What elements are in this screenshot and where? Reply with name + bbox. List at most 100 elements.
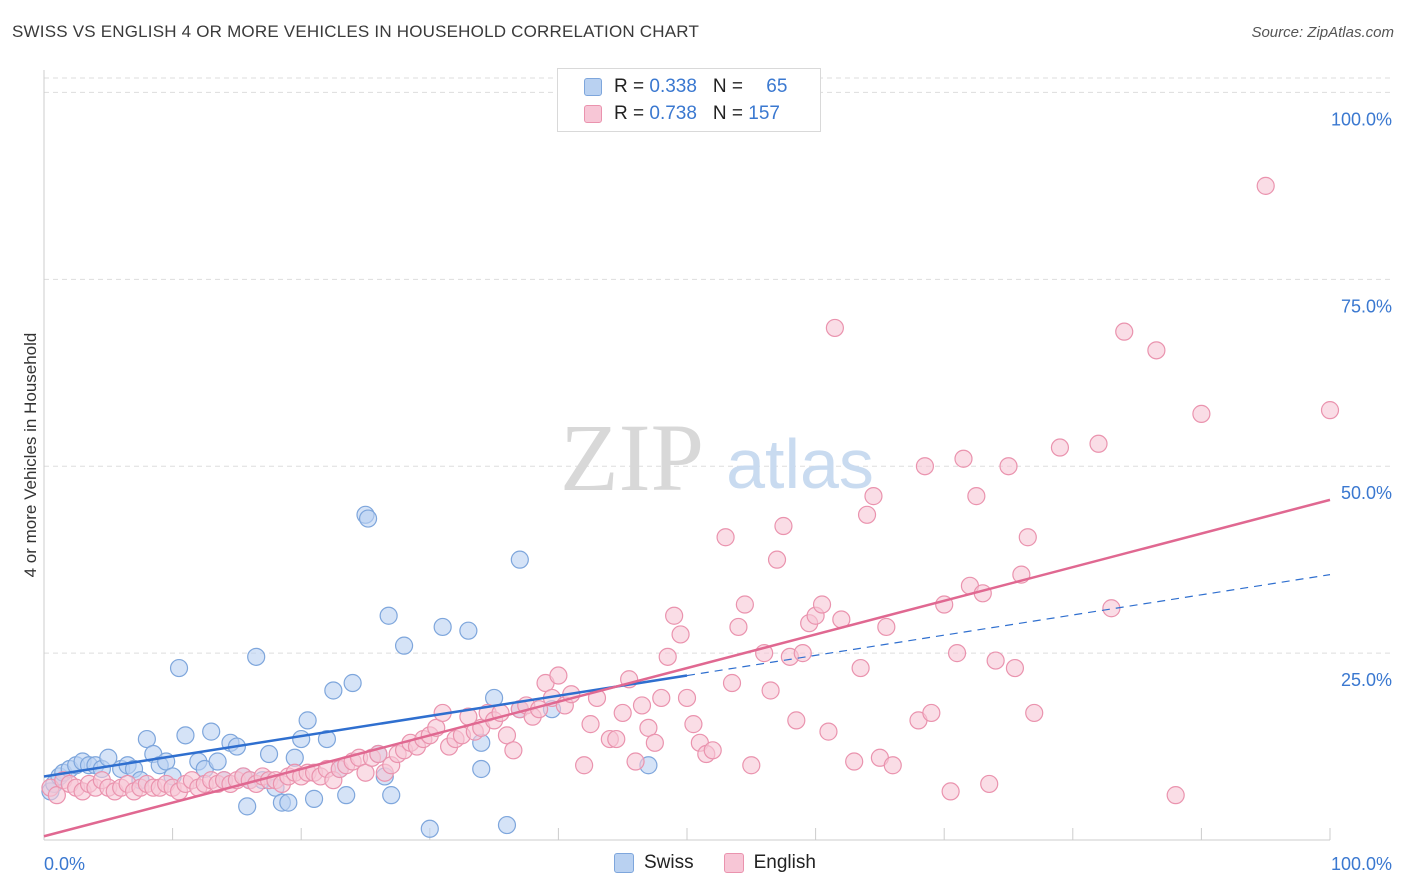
- english-point: [677, 688, 697, 708]
- english-point: [877, 617, 896, 637]
- english-point: [999, 457, 1018, 476]
- english-point: [716, 528, 735, 547]
- english-r-value: 0.738: [649, 103, 697, 124]
- swiss-point: [259, 744, 279, 764]
- swiss-point: [472, 759, 491, 779]
- english-point: [883, 756, 902, 775]
- english-point: [1166, 786, 1185, 805]
- y-tick-label: 75.0%: [1341, 296, 1392, 316]
- english-point: [639, 718, 658, 737]
- swiss-point: [317, 729, 337, 749]
- series-legend: Swiss English: [614, 852, 846, 874]
- english-point: [787, 711, 806, 730]
- english-point: [761, 681, 780, 700]
- english-point: [967, 487, 986, 506]
- english-point: [1256, 176, 1275, 195]
- english-point: [645, 733, 664, 752]
- watermark-atlas: atlas: [726, 425, 874, 503]
- english-point: [703, 741, 722, 760]
- english-n-value: 157: [748, 103, 780, 124]
- swiss-point: [169, 658, 189, 678]
- swiss-trend-line: [43, 674, 688, 778]
- swiss-point: [324, 681, 343, 700]
- english-point: [980, 774, 999, 794]
- swiss-point: [298, 711, 317, 730]
- english-n-label: N =: [712, 103, 749, 124]
- swiss-point: [358, 509, 378, 528]
- chart-title: SWISS VS ENGLISH 4 OR MORE VEHICLES IN H…: [12, 22, 700, 41]
- english-point: [986, 651, 1005, 670]
- english-points: [41, 176, 1340, 805]
- axis-labels: 25.0% 50.0% 75.0% 100.0% 0.0% 100.0% 4 or more…: [21, 109, 1392, 874]
- english-point: [1147, 341, 1166, 360]
- english-point: [774, 516, 793, 536]
- swiss-point: [202, 722, 221, 741]
- english-point: [504, 741, 523, 760]
- watermark-zip: ZIP: [560, 404, 704, 511]
- english-point: [954, 449, 973, 468]
- english-point: [665, 606, 684, 625]
- english-point: [1018, 528, 1037, 547]
- legend-row-english: R = 0.738 N = 157: [584, 102, 780, 126]
- swiss-point: [420, 819, 439, 838]
- english-point: [581, 715, 600, 734]
- source-label: Source: ZipAtlas.com: [1251, 24, 1394, 41]
- swiss-r-value: 0.338: [649, 76, 697, 97]
- swiss-n-label: N =: [712, 76, 749, 97]
- swiss-point: [292, 729, 311, 749]
- swiss-point: [279, 793, 298, 812]
- english-point: [812, 595, 832, 614]
- english-point: [735, 595, 754, 614]
- y-tick-label: 100.0%: [1331, 109, 1392, 129]
- english-point: [1102, 599, 1121, 618]
- english-point: [947, 644, 967, 663]
- english-swatch: [584, 105, 602, 123]
- english-point: [575, 756, 594, 775]
- swiss-point: [497, 815, 517, 835]
- swiss-point: [379, 606, 398, 625]
- english-point: [549, 666, 568, 685]
- x-tick-label-max: 100.0%: [1331, 854, 1392, 874]
- swiss-point: [238, 797, 257, 816]
- swiss-point: [247, 647, 266, 666]
- english-point: [1089, 434, 1108, 453]
- legend-item-swiss[interactable]: Swiss: [614, 852, 694, 874]
- english-point: [742, 756, 761, 775]
- english-point: [1025, 703, 1044, 723]
- trend-lines: [43, 498, 1331, 838]
- swiss-point: [176, 726, 195, 745]
- swiss-legend-label: Swiss: [644, 852, 694, 873]
- x-tick-label-min: 0.0%: [44, 854, 85, 874]
- english-point: [497, 726, 517, 745]
- english-r-label: R =: [614, 103, 650, 124]
- english-point: [1050, 438, 1070, 457]
- y-tick-label: 25.0%: [1341, 670, 1392, 690]
- legend-row-swiss: R = 0.338 N = 65: [584, 75, 787, 99]
- english-point: [825, 318, 844, 338]
- english-trend-line: [43, 498, 1331, 838]
- english-point: [1320, 401, 1340, 420]
- swiss-swatch: [584, 78, 602, 96]
- swiss-trend-extension: [686, 574, 1331, 677]
- swiss-point: [337, 786, 356, 805]
- correlation-legend: R = 0.338 N = 65 R = 0.738 N = 157: [557, 68, 821, 132]
- legend-item-english[interactable]: English: [723, 852, 816, 874]
- swiss-point: [459, 621, 478, 640]
- swiss-point: [394, 636, 414, 655]
- y-tick-label: 50.0%: [1341, 483, 1392, 503]
- english-point: [941, 782, 960, 801]
- swiss-point: [208, 752, 227, 771]
- english-point: [922, 703, 941, 723]
- swiss-legend-swatch: [614, 853, 634, 873]
- english-point: [722, 673, 742, 693]
- swiss-point: [304, 789, 324, 808]
- english-point: [626, 752, 645, 771]
- english-point: [819, 722, 838, 741]
- swiss-point: [137, 729, 156, 749]
- axes: [43, 70, 1331, 841]
- english-point: [607, 729, 626, 749]
- english-point: [767, 550, 787, 569]
- english-point: [793, 644, 812, 663]
- english-point: [1115, 322, 1134, 341]
